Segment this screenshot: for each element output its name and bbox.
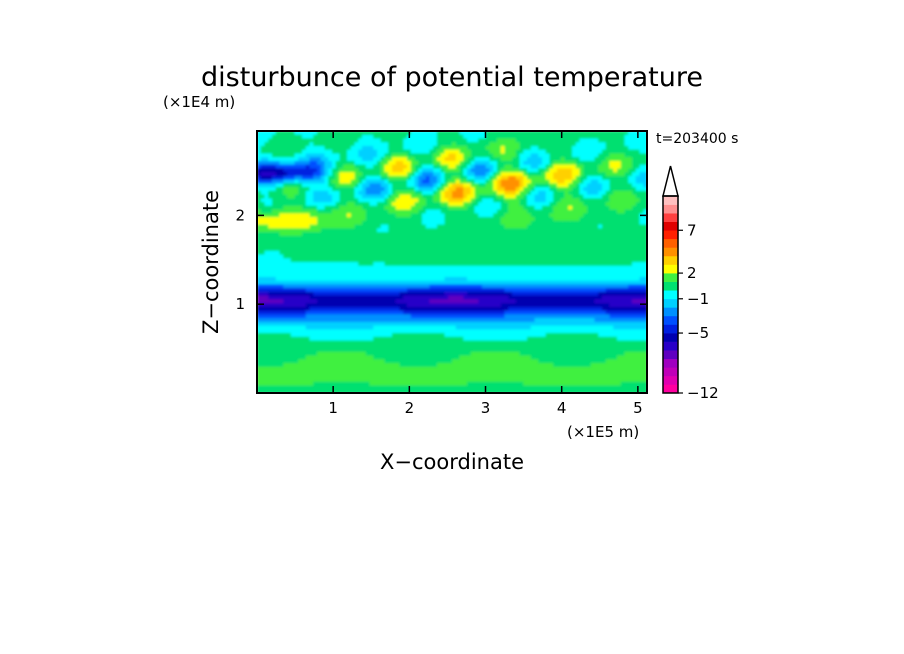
colorbar-segment	[663, 358, 678, 368]
colorbar-tick-label: −1	[687, 290, 709, 308]
x-axis-label: X−coordinate	[380, 450, 524, 474]
colorbar: −12−5−127	[662, 165, 719, 402]
colorbar-tick-label: 2	[687, 264, 697, 282]
x-tick-label: 4	[557, 399, 567, 417]
colorbar-segment	[663, 324, 678, 334]
chart-title: disturbunce of potential temperature	[201, 62, 703, 93]
colorbar-segment	[663, 315, 678, 325]
x-tick-label: 2	[405, 399, 415, 417]
colorbar-segment	[663, 238, 678, 248]
contour-field	[257, 131, 647, 393]
colorbar-segment	[663, 273, 678, 282]
colorbar-segment	[663, 230, 678, 240]
time-label: t=203400 s	[656, 131, 738, 147]
colorbar-tick-label: 7	[687, 221, 697, 239]
colorbar-segment	[663, 333, 678, 342]
y-axis-label: Z−coordinate	[199, 190, 223, 334]
y-unit-label: (×1E4 m)	[163, 93, 235, 111]
y-tick-label: 1	[235, 295, 245, 313]
colorbar-segment	[663, 375, 678, 385]
colorbar-segment	[663, 341, 678, 351]
plot-frame	[256, 130, 648, 394]
x-axis: 1 2 3 4 5	[328, 131, 643, 417]
colorbar-segment	[663, 281, 678, 291]
colorbar-segment	[663, 290, 678, 300]
x-tick-label: 1	[328, 399, 338, 417]
y-tick-label: 2	[235, 206, 245, 224]
colorbar-frame	[662, 195, 679, 394]
x-tick-label: 5	[633, 399, 643, 417]
colorbar-tick-label: −5	[687, 324, 709, 342]
x-unit-label: (×1E5 m)	[567, 423, 639, 441]
colorbar-segment	[663, 367, 678, 377]
y-axis: 12	[235, 206, 647, 313]
colorbar-segment	[663, 384, 678, 394]
colorbar-segment	[663, 255, 678, 265]
colorbar-extend-arrow	[662, 165, 679, 197]
colorbar-segment	[663, 247, 678, 257]
colorbar-segment	[663, 221, 678, 231]
colorbar-segment	[663, 196, 678, 205]
colorbar-segment	[663, 264, 678, 274]
colorbar-segment	[663, 204, 678, 214]
colorbar-segment	[663, 307, 678, 317]
colorbar-segment	[663, 350, 678, 360]
x-tick-label: 3	[481, 399, 491, 417]
colorbar-segment	[663, 298, 678, 308]
colorbar-segment	[663, 213, 678, 222]
colorbar-tick-label: −12	[687, 384, 719, 402]
